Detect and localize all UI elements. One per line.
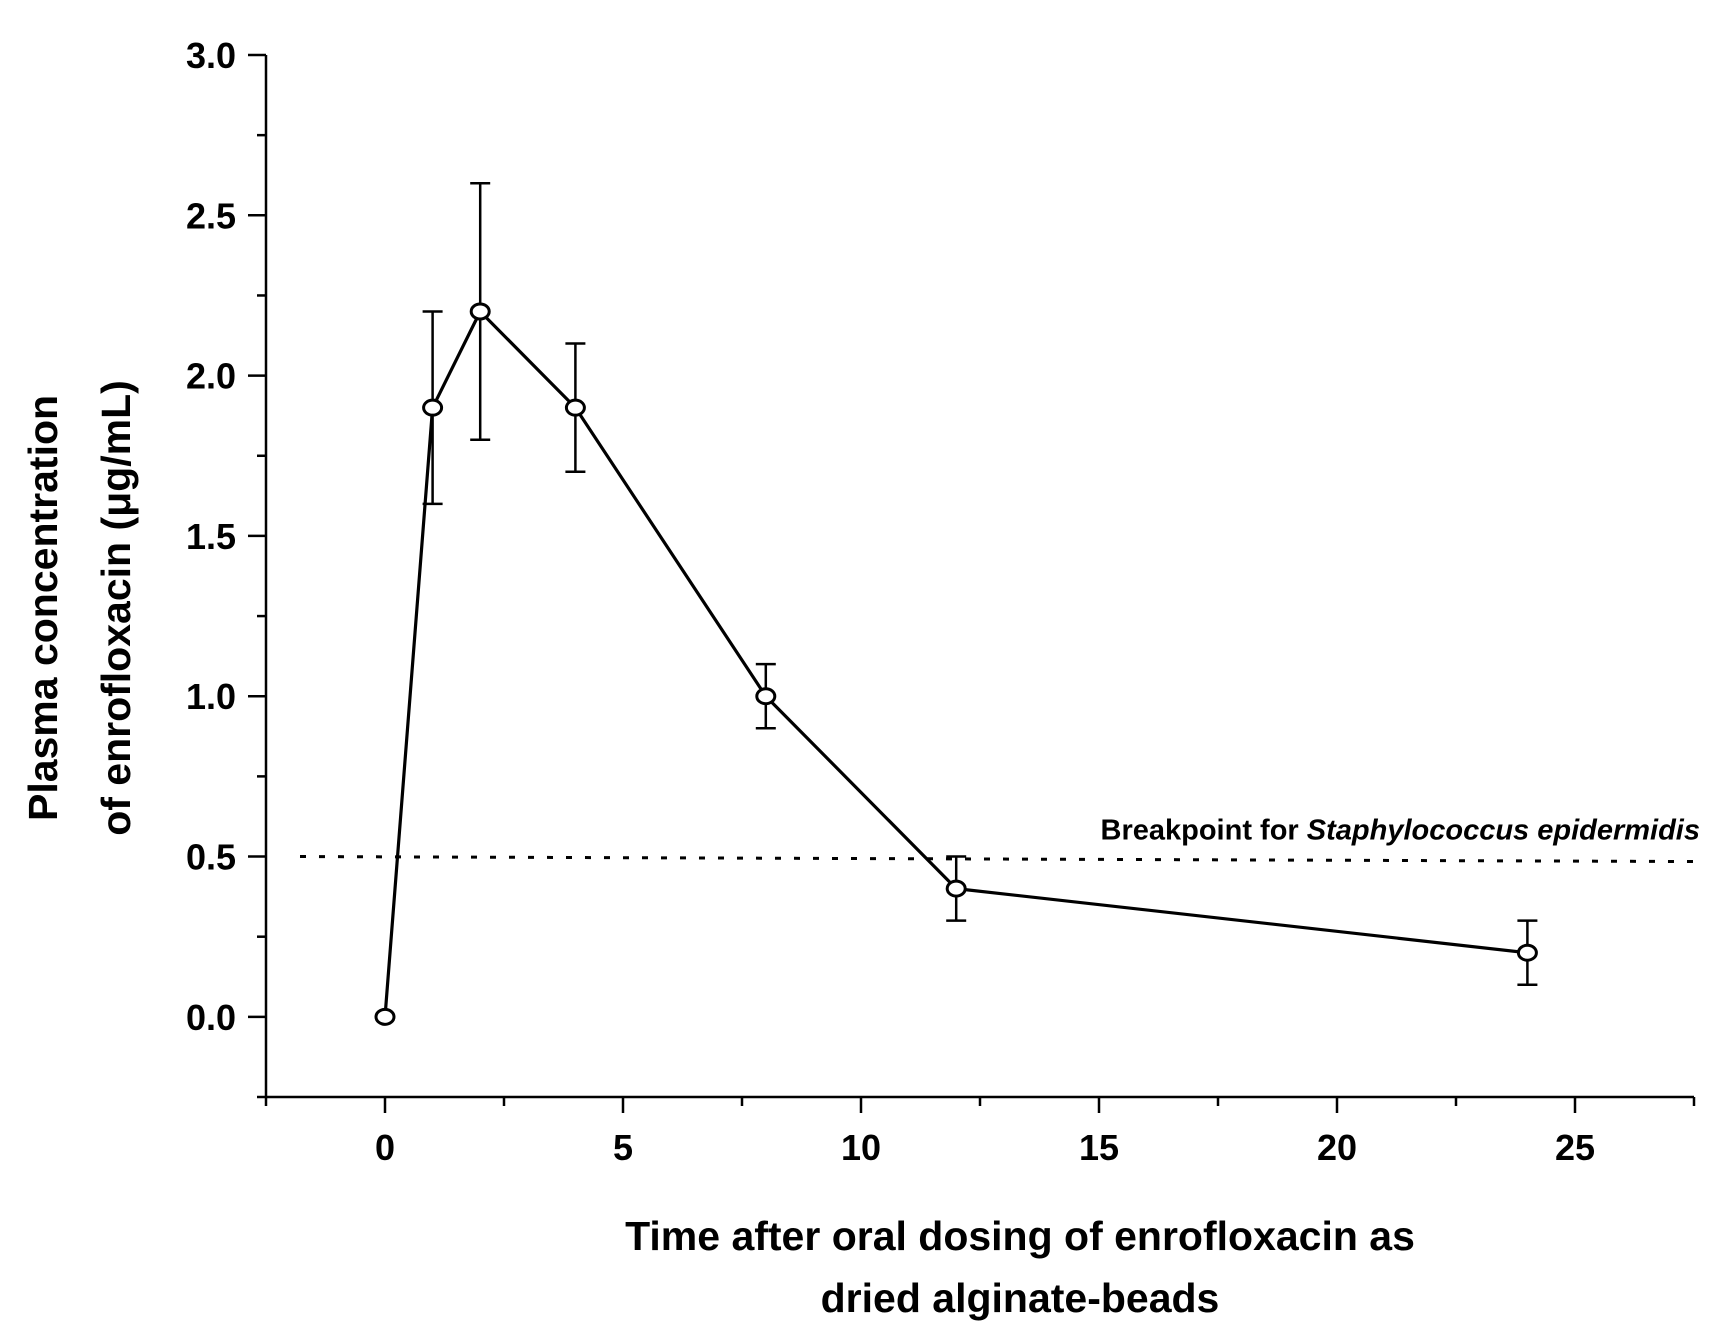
y-tick-label: 1.5 <box>186 516 236 557</box>
y-tick-label: 3.0 <box>186 35 236 76</box>
data-point <box>945 879 967 898</box>
axes: 0.0 0.5 1.0 1.5 2.0 2.5 3.0 0 5 10 15 20 25 <box>186 35 1696 1168</box>
x-tick-label: 25 <box>1555 1127 1595 1168</box>
x-axis-title-line-1: Time after oral dosing of enrofloxacin a… <box>625 1213 1415 1259</box>
reference-label-species: Staphylococcus epidermidis <box>1307 815 1700 847</box>
y-axis-title-line-1: Plasma concentration <box>20 395 66 821</box>
y-axis-title-line-2: of enrofloxacin (μg/mL) <box>93 380 139 836</box>
reference-label-prefix: Breakpoint for <box>1101 815 1307 847</box>
data-point <box>1516 943 1538 962</box>
x-tick-label: 5 <box>613 1127 633 1168</box>
series-layer <box>374 181 1538 1026</box>
breakpoint-dotted-line <box>299 855 1695 864</box>
y-tick-label: 1.0 <box>186 676 236 717</box>
data-point <box>422 398 444 417</box>
x-tick-label: 10 <box>841 1127 881 1168</box>
labels-layer: Breakpoint for Staphylococcus epidermidi… <box>20 380 1700 1321</box>
reference-line-layer <box>299 855 1695 864</box>
y-tick-label: 2.0 <box>186 356 236 397</box>
x-tick-label: 0 <box>375 1127 395 1168</box>
x-tick-label: 20 <box>1317 1127 1357 1168</box>
y-tick-label: 0.0 <box>186 997 236 1038</box>
reference-line-label: Breakpoint for Staphylococcus epidermidi… <box>1101 815 1700 847</box>
x-axis-title-line-2: dried alginate-beads <box>821 1275 1220 1321</box>
y-tick-label: 0.5 <box>186 837 236 878</box>
data-point <box>469 302 491 321</box>
data-point <box>755 687 777 706</box>
x-tick-label: 15 <box>1079 1127 1119 1168</box>
data-point <box>374 1007 396 1026</box>
y-tick-label: 2.5 <box>186 195 236 236</box>
data-point <box>564 398 586 417</box>
